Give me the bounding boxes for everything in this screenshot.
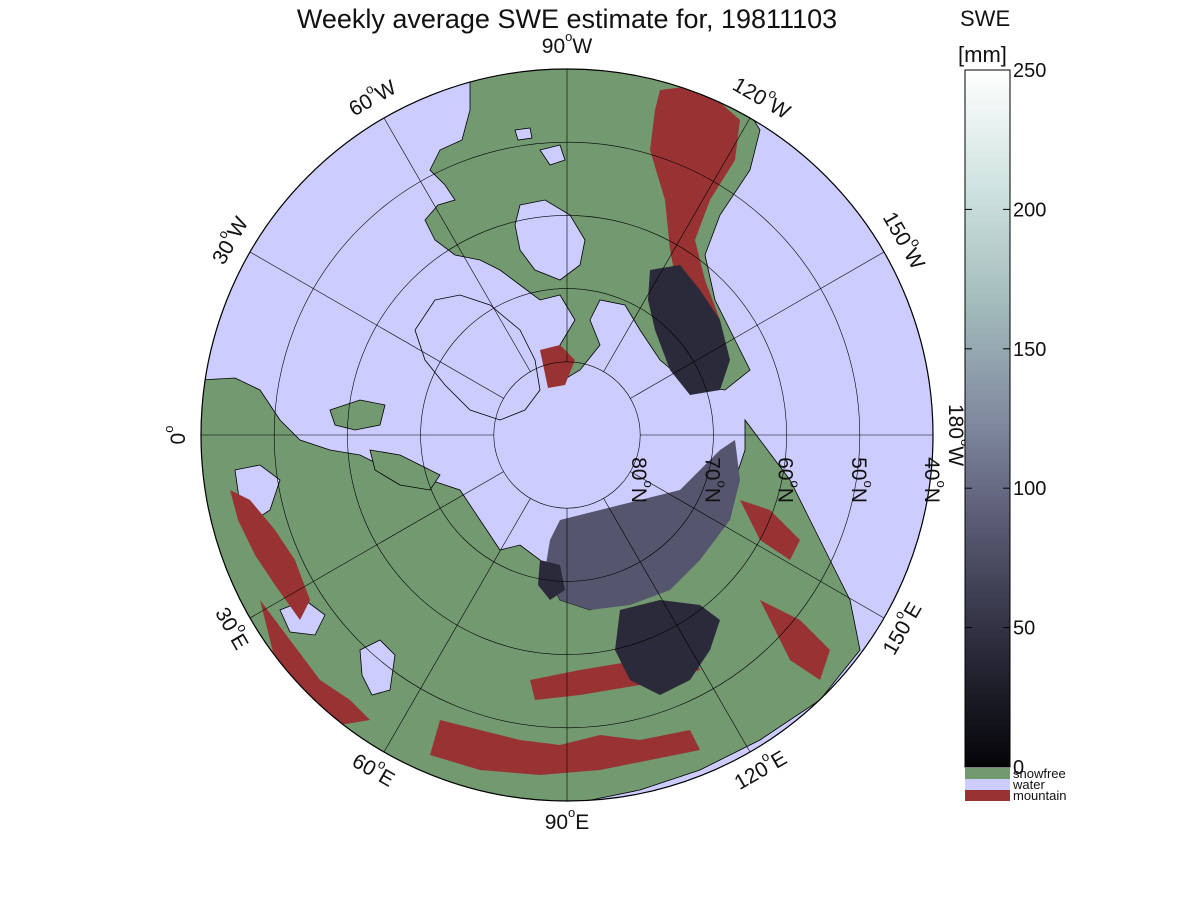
longitude-line (383, 117, 531, 372)
legend-label-snowfree: snowfree (1013, 766, 1066, 781)
latitude-label: 50oN (847, 457, 875, 503)
colorbar-tick-label: 100 (1013, 478, 1046, 500)
hudson-bay (514, 199, 586, 281)
longitude-line (603, 498, 751, 753)
map-border (200, 68, 934, 802)
snow-cover-regions (538, 265, 740, 695)
polar-map (201, 69, 933, 801)
colorbar-gradient (964, 69, 1011, 768)
colorbar-tick-label: 50 (1013, 618, 1035, 640)
latitude-labels: 80oN 70oN 60oN 50oN 40oN (628, 457, 949, 503)
latitude-label: 60oN (774, 457, 802, 503)
map-title: Weekly average SWE estimate for, 1981110… (297, 4, 837, 34)
longitude-line (249, 471, 504, 619)
longitude-label: 120oE (728, 742, 791, 794)
great-lakes (514, 127, 566, 166)
colorbar-ticks: 0 50 100 150 200 250 (965, 60, 1046, 779)
longitude-line (383, 498, 531, 753)
longitude-line (630, 471, 885, 619)
legend-swatch-mountain (965, 790, 1010, 801)
colorbar-tick-label: 0 (1013, 757, 1024, 779)
latitude-label: 70oN (701, 457, 729, 503)
longitude-label: 90oW (542, 29, 593, 57)
legend-label-water: water (1012, 777, 1045, 792)
colorbar-label-line1: SWE (960, 6, 1010, 31)
caspian-sea (359, 639, 396, 696)
legend-label-mountain: mountain (1013, 788, 1066, 803)
colorbar-tick-label: 150 (1013, 339, 1046, 361)
longitude-label: 0o (161, 426, 189, 445)
colorbar-tick-label: 200 (1013, 199, 1046, 221)
longitude-label: 90oE (545, 805, 590, 833)
latitude-label: 40oN (920, 457, 948, 503)
colorbar-label-line2: [mm] (958, 42, 1007, 67)
longitude-line (630, 251, 885, 399)
latitude-label: 80oN (628, 457, 656, 503)
colorbar: SWE [mm] 0 50 100 150 200 250 snowfreewatermo… (958, 6, 1066, 803)
legend-swatch-snowfree (965, 768, 1010, 779)
greenland-outline (414, 294, 541, 421)
longitude-line (603, 117, 751, 372)
scandinavia-landmass (329, 399, 441, 491)
longitude-line (249, 251, 504, 399)
legend-swatch-water (965, 779, 1010, 790)
colorbar-tick-label: 250 (1013, 60, 1046, 82)
